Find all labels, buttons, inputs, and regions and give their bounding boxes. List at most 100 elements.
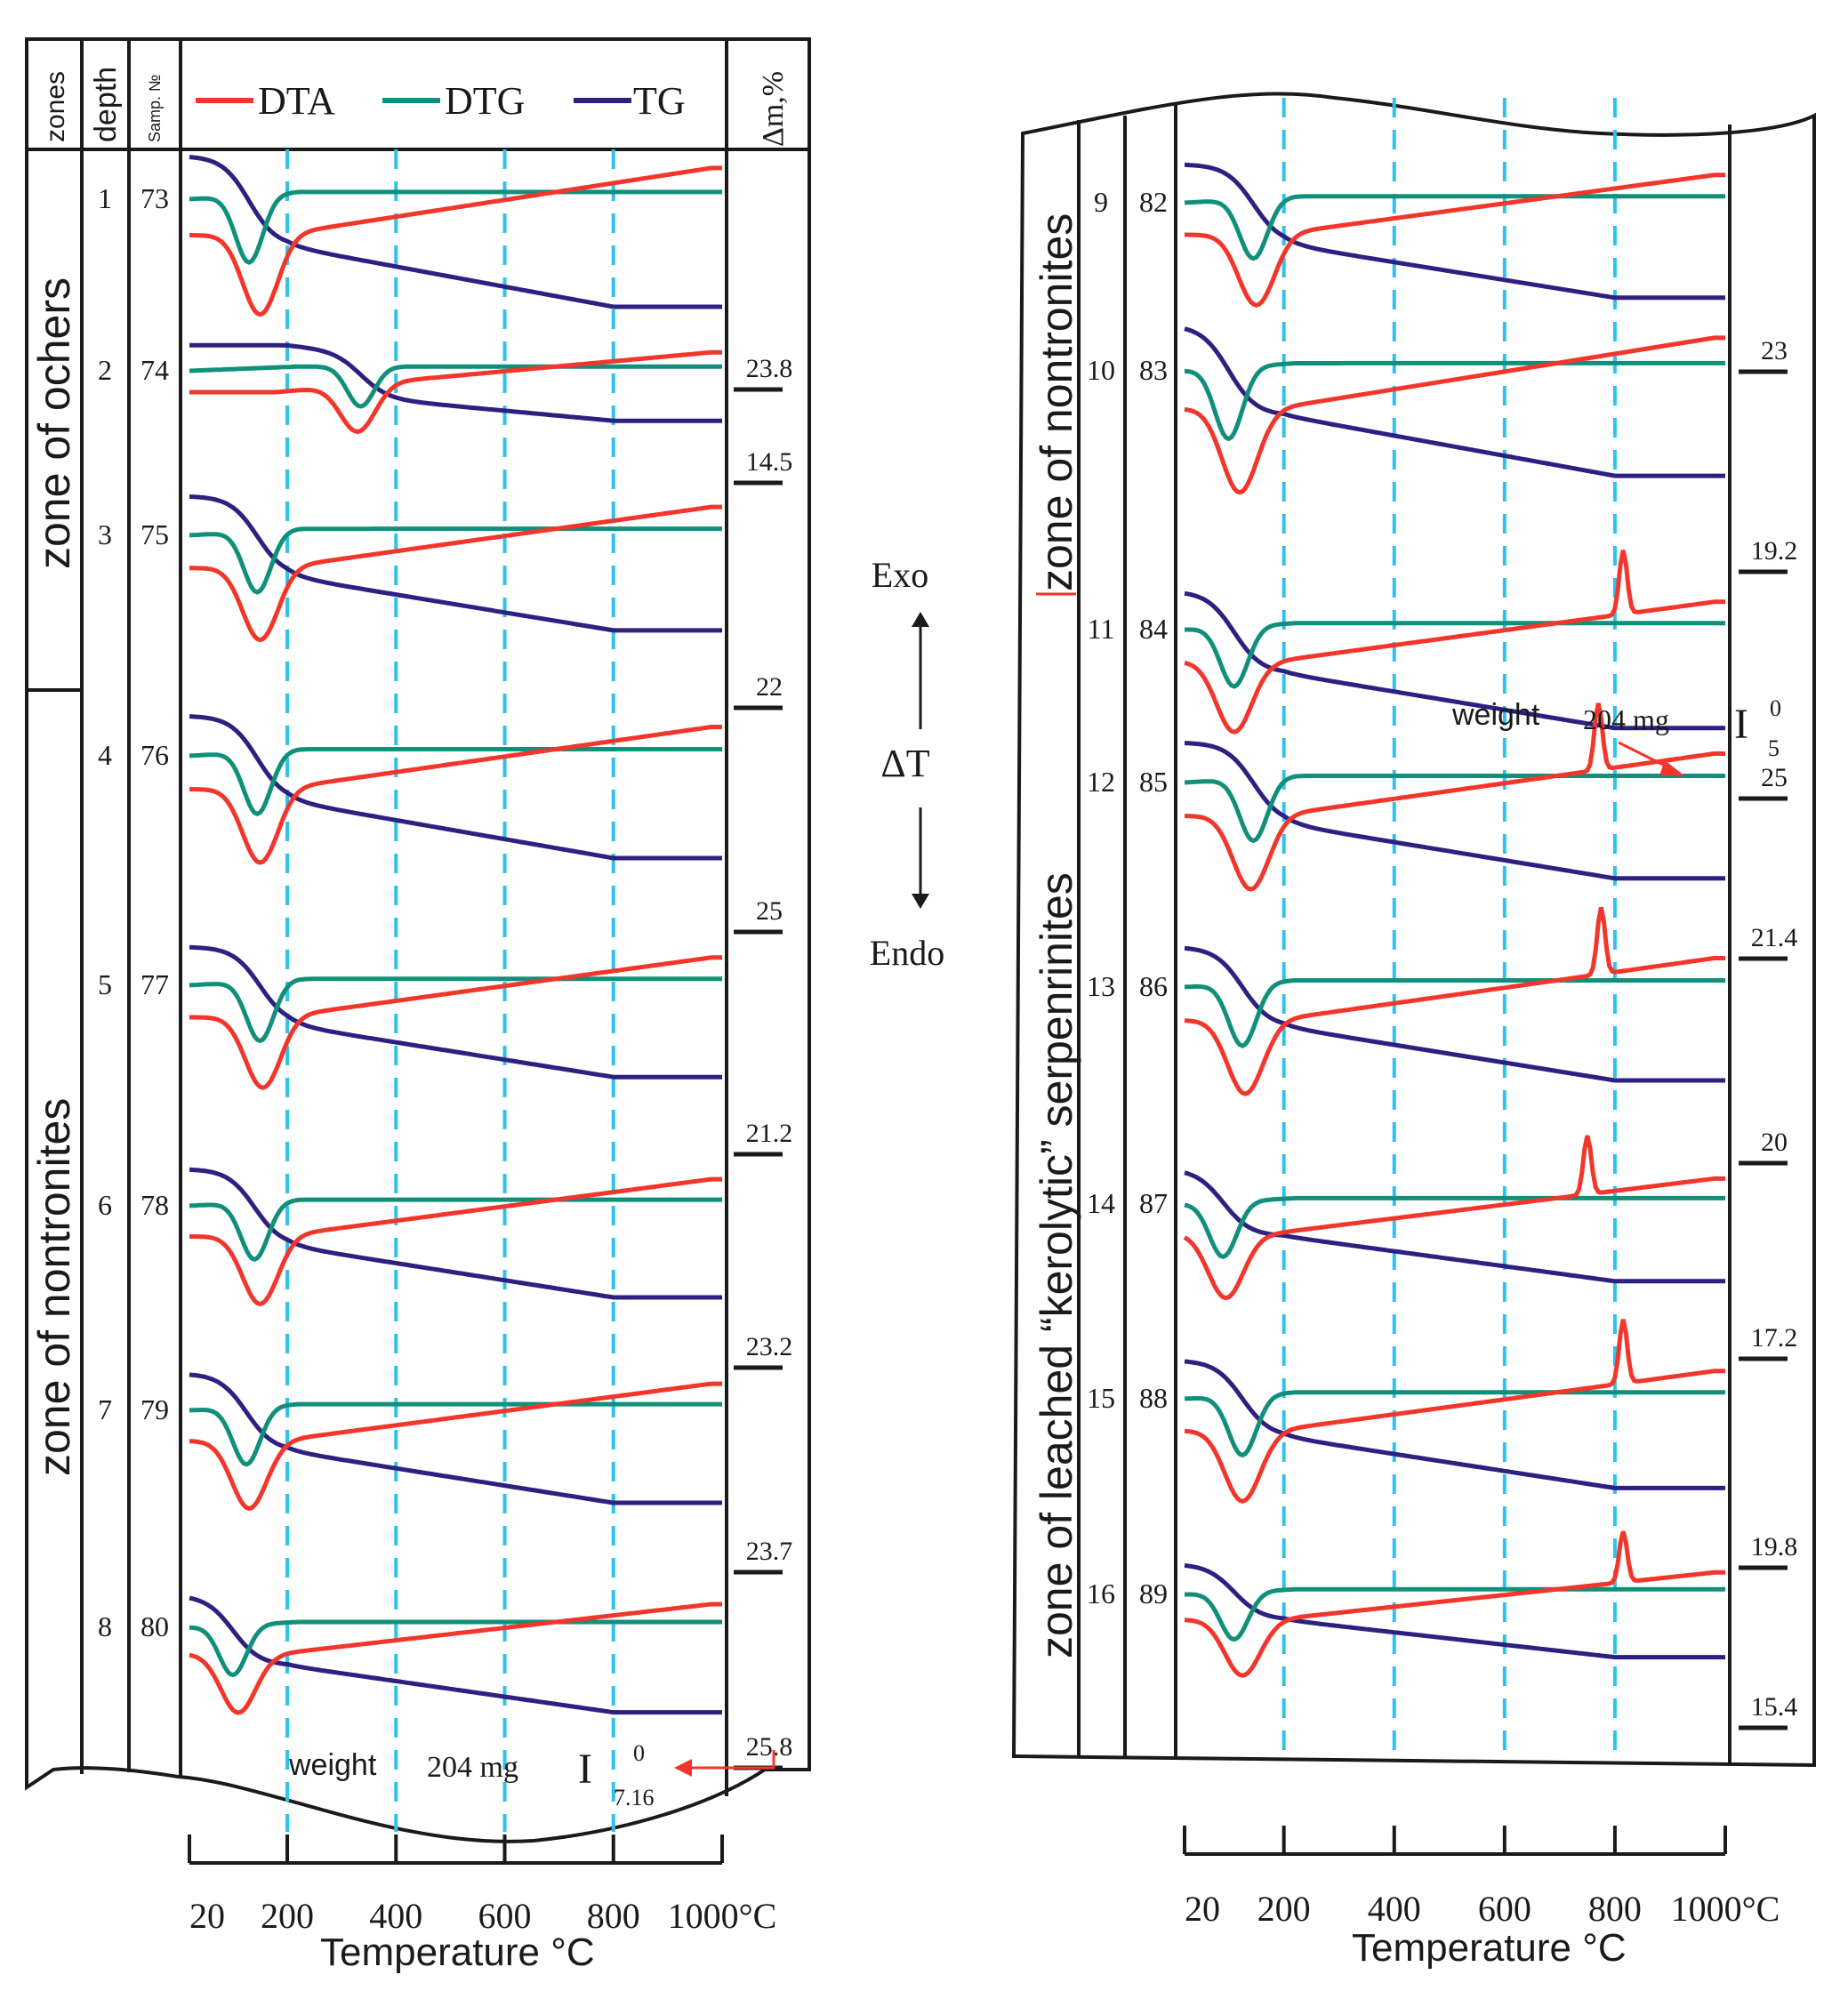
dta-curve-77: [189, 955, 722, 1090]
weight-note-right-sub: 5: [1768, 735, 1780, 761]
depth-label-11: 11: [1088, 613, 1115, 645]
curves-layer: [189, 155, 1725, 1715]
weight-note-left-sup: 0: [633, 1740, 645, 1766]
depth-label-8: 8: [98, 1610, 112, 1642]
x-axis-title-1: Temperature °C: [1352, 1926, 1627, 1970]
dta-curve-88: [1184, 1319, 1725, 1504]
depth-label-16: 16: [1087, 1578, 1115, 1610]
legend-dtg-label: DTG: [445, 79, 525, 123]
sample-label-79: 79: [141, 1393, 169, 1425]
depth-label-4: 4: [98, 739, 112, 771]
depth-label-5: 5: [98, 968, 112, 1000]
zone-label-serpentinites: zone of leached “kerolytic” serpenrinite…: [1032, 872, 1081, 1658]
sample-label-87: 87: [1139, 1187, 1168, 1219]
tg-curve-74: [189, 342, 722, 423]
sample-label-89: 89: [1139, 1578, 1168, 1610]
x-tick-label-1-1: 200: [1257, 1889, 1311, 1929]
depth-label-1: 1: [98, 182, 112, 214]
x-tick-label-0-3: 600: [478, 1896, 532, 1936]
dtg-curve-84: [1184, 621, 1725, 689]
right-frame-outline: [1011, 92, 1816, 1768]
mass-loss-label-84: 25: [1761, 763, 1788, 792]
depth-label-2: 2: [98, 354, 112, 386]
mass-loss-label-82: 23: [1761, 336, 1788, 365]
weight-note-left-text: weight: [288, 1748, 377, 1782]
tg-curve-85: [1184, 741, 1725, 881]
depth-label-10: 10: [1087, 354, 1115, 386]
x-axis-title-0: Temperature °C: [320, 1931, 595, 1974]
x-tick-label-1-0: 20: [1185, 1889, 1220, 1929]
weight-note-right-value: 204 mg: [1583, 703, 1669, 735]
sample-label-88: 88: [1139, 1382, 1168, 1414]
left-frame-outline: [25, 37, 811, 1843]
endo-arrow-head: [912, 894, 929, 909]
weight-note-right-arrow: [1618, 741, 1673, 771]
dtg-curve-87: [1184, 1195, 1725, 1259]
tg-curve-79: [189, 1372, 722, 1505]
tg-curve-80: [189, 1595, 722, 1715]
dtg-curve-78: [189, 1197, 722, 1263]
left-panel-frame: [25, 37, 811, 1843]
dta-curve-78: [189, 1176, 722, 1307]
sample-label-83: 83: [1139, 354, 1168, 386]
dta-curve-83: [1184, 335, 1725, 495]
sample-label-74: 74: [141, 354, 169, 386]
exo-label: Exo: [872, 555, 928, 595]
dta-curve-79: [189, 1381, 722, 1512]
x-tick-label-0-4: 800: [587, 1896, 640, 1936]
mass-loss-label-78: 23.2: [746, 1332, 793, 1361]
depth-label-12: 12: [1087, 766, 1115, 798]
sample-label-80: 80: [141, 1610, 169, 1642]
weight-note-left-symbol: I: [578, 1746, 592, 1793]
dta-curve-75: [189, 504, 722, 643]
zone-label-nontronites-left: zone of nontronites: [29, 1098, 79, 1476]
tg-curve-76: [189, 714, 722, 861]
legend: DTA DTG TG: [196, 79, 686, 123]
dtg-curve-77: [189, 976, 722, 1044]
legend-dta-label: DTA: [258, 79, 335, 123]
weight-note-left-sub: 7.16: [614, 1785, 655, 1810]
x-tick-label-0-2: 400: [369, 1896, 422, 1936]
legend-tg-label: TG: [633, 79, 686, 123]
tg-curve-89: [1184, 1563, 1725, 1660]
dtg-curve-83: [1184, 360, 1725, 442]
weight-note-left-arrow-head: [674, 1759, 692, 1777]
mass-loss-label-87: 17.2: [1751, 1323, 1798, 1353]
x-tick-label-1-3: 600: [1478, 1889, 1531, 1929]
depth-label-13: 13: [1087, 970, 1115, 1002]
dtg-curve-76: [189, 747, 722, 817]
x-tick-label-0-5: 1000°C: [668, 1896, 777, 1936]
dtg-curve-88: [1184, 1390, 1725, 1458]
tg-curve-83: [1184, 326, 1725, 478]
dta-curve-87: [1183, 1135, 1725, 1301]
tg-curve-86: [1184, 945, 1725, 1083]
weight-note-right-text: weight: [1451, 698, 1540, 732]
zone-label-ochers: zone of ochers: [29, 277, 79, 569]
dta-curve-85: [1185, 702, 1725, 892]
dtg-curve-75: [189, 526, 722, 595]
delta-t-label: ΔT: [880, 742, 929, 785]
sample-label-73: 73: [141, 182, 169, 214]
dtg-curve-74: [189, 364, 722, 409]
dtg-curve-85: [1184, 774, 1725, 844]
mass-loss-label-74: 14.5: [746, 447, 793, 477]
dtg-curve-82: [1184, 194, 1725, 261]
dta-curve-73: [189, 165, 722, 317]
mass-loss-label-86: 20: [1761, 1128, 1788, 1157]
x-tick-label-1-2: 400: [1368, 1889, 1421, 1929]
exo-endo-indicator: Exo ΔT Endo: [870, 555, 944, 973]
mass-loss-label-89: 15.4: [1751, 1692, 1798, 1722]
tg-curve-78: [189, 1167, 722, 1300]
header-depth: depth: [89, 67, 123, 142]
right-panel-frame: [1011, 92, 1816, 1768]
weight-note-right-arrow-head: [1659, 760, 1685, 776]
tg-curve-73: [189, 155, 722, 309]
sample-label-82: 82: [1139, 186, 1168, 218]
weight-note-left-value: 204 mg: [427, 1751, 518, 1784]
sample-label-86: 86: [1139, 970, 1168, 1002]
dta-curve-74: [189, 349, 722, 434]
weight-note-right-sup: 0: [1770, 695, 1781, 721]
tg-curve-82: [1184, 162, 1725, 301]
